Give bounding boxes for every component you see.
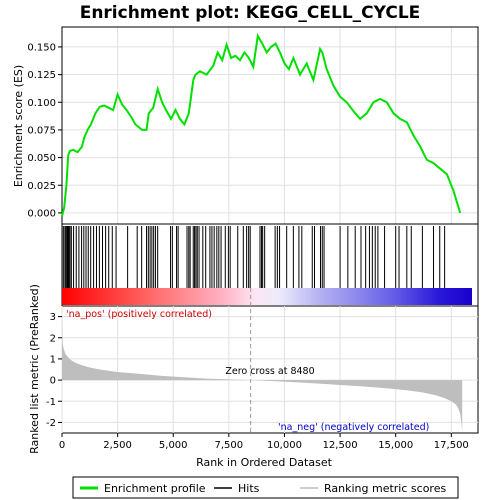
metric-y-ticks: -2 -1 0 1 2 3 [46,312,62,429]
legend-box [72,476,459,499]
metric-tick-label: -1 [46,397,56,408]
enrichment-panel-frame [61,26,479,225]
negative-correlation-label: 'na_neg' (negatively correlated) [278,422,429,433]
y-axis-label-metric: Ranked list metric (PreRanked) [28,284,41,454]
x-tick-label: 7,500 [215,440,244,451]
es-tick-label: 0.025 [27,181,56,192]
enrichment-grid [61,27,478,224]
metric-tick-label: -2 [46,418,56,429]
es-tick-label: 0.125 [27,70,56,81]
ranked-list-color-bar [62,288,472,305]
legend-label: Enrichment profile [104,482,206,495]
x-tick-label: 2,500 [103,440,132,451]
x-tick-label: 10,000 [267,440,302,451]
x-tick-label: 15,000 [378,440,413,451]
chart-title: Enrichment plot: KEGG_CELL_CYCLE [80,3,421,23]
positive-correlation-label: 'na_pos' (positively correlated) [66,309,212,320]
enrichment-profile-line [61,32,462,217]
es-tick-label: 0.050 [27,153,56,164]
metric-tick-label: 0 [50,376,56,387]
es-tick-label: 0.100 [27,98,56,109]
hits-markers [62,226,446,288]
zero-cross-label: Zero cross at 8480 [225,366,314,377]
x-axis-label: Rank in Ordered Dataset [196,456,333,469]
metric-tick-label: 3 [50,312,56,323]
es-tick-label: 0.075 [27,125,56,136]
legend: Enrichment profile Hits Ranking metric sco… [80,482,446,495]
x-tick-label: 5,000 [159,440,188,451]
enrichment-y-ticks: 0.000 0.025 0.050 0.075 0.100 0.125 0.150 [27,42,62,219]
x-tick-label: 0 [59,440,65,451]
legend-label: Hits [238,482,260,495]
metric-x-ticks: 0 2,500 5,000 7,500 10,000 12,500 15,000 17,500 [59,433,469,451]
legend-label: Ranking metric scores [324,482,446,495]
y-axis-label-es: Enrichment score (ES) [12,65,25,187]
metric-tick-label: 1 [50,354,56,365]
metric-panel-frame [61,305,479,434]
metric-tick-label: 2 [50,333,56,344]
es-tick-label: 0.150 [27,42,56,53]
x-tick-label: 17,500 [434,440,469,451]
metric-grid [61,306,478,433]
es-tick-label: 0.000 [27,208,56,219]
x-tick-label: 12,500 [323,440,358,451]
